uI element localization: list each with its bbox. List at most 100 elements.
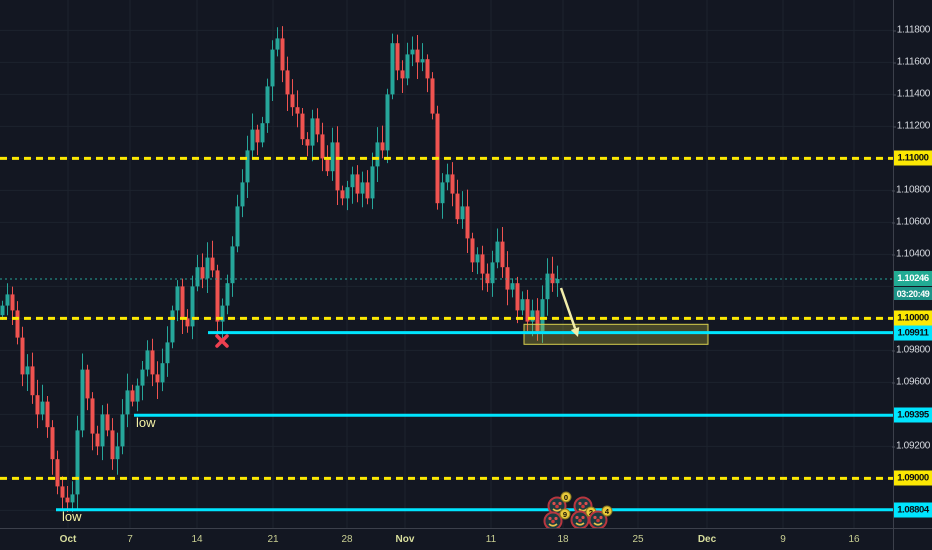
candle-body [510,283,515,290]
time-tick-label: 9 [780,534,786,545]
candle-body [145,350,150,370]
candle-body [535,310,540,332]
candle-body [205,257,210,279]
low-label: low [62,509,82,524]
emoji-nose [581,504,585,509]
candle-body [280,38,285,71]
candle-body [185,318,190,327]
candle-body [415,49,420,63]
level-1-09911-price-label: 1.09911 [894,325,932,341]
emoji-eye [558,501,562,506]
candle-body [490,262,495,284]
low-1-08804-price-label: 1.08804 [894,502,932,518]
emoji-mouth [593,522,603,526]
supply-zone-box[interactable] [523,323,709,345]
emoji-eye [575,515,579,520]
countdown-value: 03:20:49 [896,288,930,299]
candle-body [180,286,185,319]
candle-body [320,134,325,159]
candle-body [525,299,530,322]
price-axis[interactable]: 1.11800 1.11600 1.11400 1.11200 1.10800 1.106… [891,0,932,528]
candle-body [410,49,415,55]
time-tick-label: 21 [267,534,279,545]
candle-body [395,43,400,71]
candle-body [80,369,85,431]
candle-body [540,299,545,332]
candle-body [425,59,430,79]
candle-body [225,283,230,306]
projection-arrow-head[interactable] [570,327,580,337]
candle-body [470,238,475,263]
chart-canvas[interactable]: low low 0 9 2 4 [0,0,893,528]
support-1-10000-price-label: 1.10000 [894,310,932,326]
candle-body [140,369,145,386]
candle-body [30,366,35,396]
current-price-value: 1.10246 [897,273,929,284]
current-price-label: 1.10246 [894,271,932,286]
candle-body [125,390,130,415]
projection-arrow[interactable] [559,287,577,329]
time-tick-label: Dec [697,534,717,545]
candle-body [360,182,365,194]
time-tick-label: 18 [557,534,569,545]
candle-body [430,78,435,114]
price-tick-label: 1.11600 [892,56,930,68]
candle-body [110,430,115,460]
candle-body [295,107,300,114]
price-tick-label: 1.10600 [891,216,930,228]
time-tick-label: 25 [632,534,644,545]
candle-body [5,294,10,306]
candle-body [260,123,265,143]
candle-body [210,257,215,271]
sticker-count-text: 4 [605,507,610,516]
low-1-09395-price-label: 1.09395 [894,407,932,423]
emoji-eye [552,501,556,506]
time-tick-label: 28 [341,534,353,545]
candle-body [500,241,505,268]
emoji-eye [578,501,582,506]
time-tick-label: Oct [59,534,77,545]
emoji-eye [554,516,558,521]
candle-body [340,190,345,199]
candle-body [90,398,95,434]
candle-body [240,182,245,207]
time-axis[interactable]: Oct 7 14 21 28 Nov 11 18 25 Dec 9 16 [0,528,893,550]
time-tick-label: 14 [191,534,203,545]
candle-body [335,142,340,191]
candle-body [135,385,140,402]
candle-body [475,254,480,263]
low-label: low [136,415,156,430]
emoji-nose [596,518,600,523]
candle-body [10,294,15,311]
candle-body [275,38,280,50]
candle-body [250,129,255,151]
sticker-count-text: 0 [564,493,568,502]
x-marker[interactable] [215,334,229,348]
candle-body [0,305,5,316]
price-tick-label: 1.09200 [891,440,930,452]
candle-body [160,363,165,383]
emoji-mouth [575,522,585,526]
candle-body [170,310,175,343]
candle-body [465,206,470,239]
candle-body [455,193,460,220]
sticker-count-badge [560,491,572,503]
sticker-count-text: 2 [589,508,593,517]
price-tick-label: 1.10400 [891,248,930,260]
candle-body [495,241,500,263]
candle-body [385,94,390,151]
candle-body [485,273,490,284]
candle-body [285,70,290,95]
candle-body [380,142,385,151]
candle-body [115,446,120,460]
candle-body [75,430,80,495]
candle-body [350,174,355,188]
candle-body [445,174,450,183]
candle-body [300,113,305,140]
sticker-count-badge [559,508,571,520]
time-tick-label: Nov [395,534,415,545]
candle-body [405,54,410,79]
candle-body [365,182,370,199]
candle-body [55,459,60,487]
candle-body [150,350,155,375]
